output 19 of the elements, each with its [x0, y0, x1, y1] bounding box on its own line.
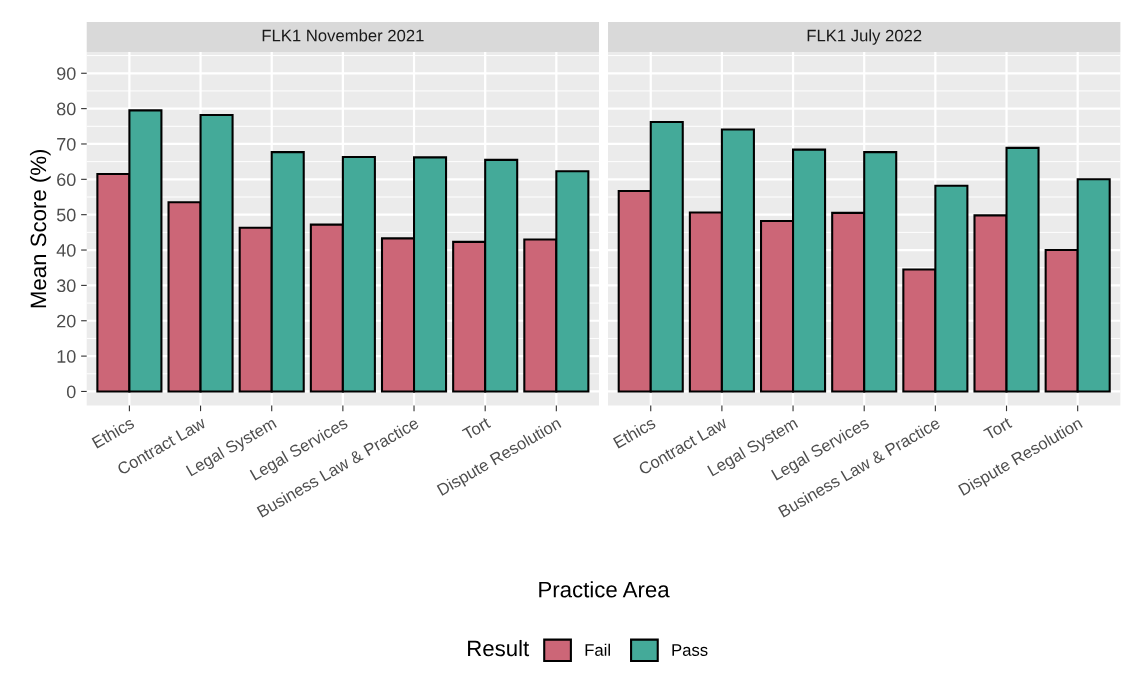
y-axis-title: Mean Score (%): [29, 149, 51, 308]
y-tick-label: 30: [56, 279, 76, 293]
y-tick-label: 60: [57, 173, 76, 187]
y-tick-label: 70: [57, 137, 76, 151]
y-tick-label: 10: [57, 350, 76, 363]
x-tick-label: Tort: [461, 416, 492, 441]
legend-label: Fail: [585, 643, 610, 656]
chart-title: FLK1 July 2022: [807, 29, 922, 45]
x-tick-label: Tort: [983, 416, 1013, 441]
y-tick-label: 90: [57, 67, 76, 80]
y-tick-label: 80: [56, 102, 76, 116]
chart-title: FLK1 November 2021: [262, 29, 424, 42]
y-tick-label: 40: [56, 243, 76, 257]
legend-title: Result: [468, 639, 530, 657]
y-tick-label: 50: [56, 208, 76, 222]
y-tick-label: 20: [57, 314, 76, 328]
x-axis-title: Practice Area: [539, 581, 670, 598]
y-tick-label: 0: [66, 385, 76, 399]
legend-label: Pass: [672, 644, 708, 656]
